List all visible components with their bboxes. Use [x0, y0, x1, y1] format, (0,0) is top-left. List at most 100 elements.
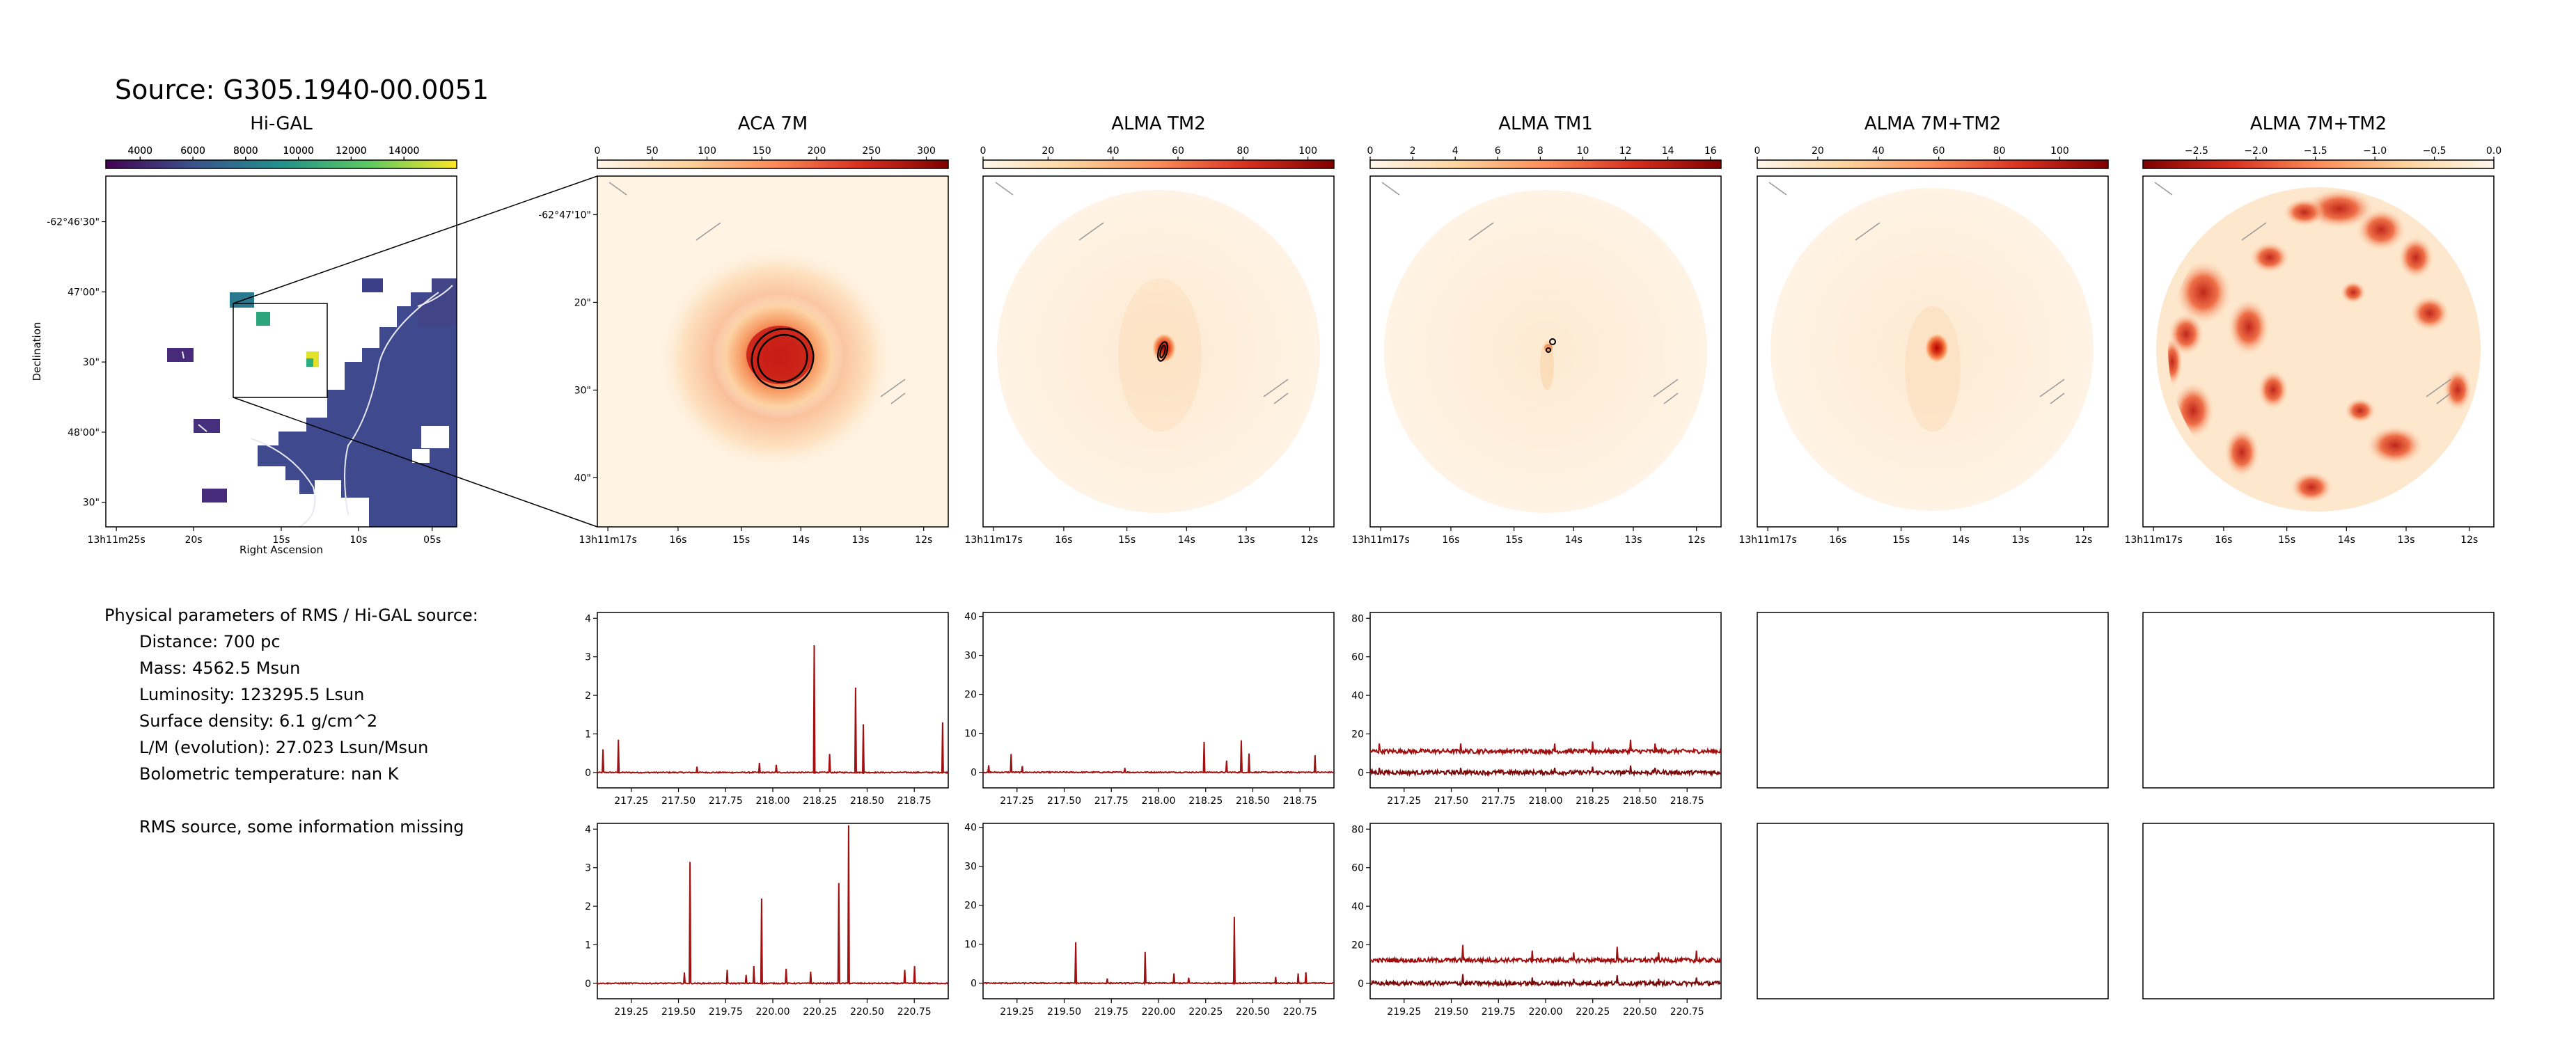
combined-hatch: [2039, 379, 2065, 397]
spectrum-x-tick-label: 219.25: [1000, 1006, 1034, 1018]
spectrum-y-tick-label: 60: [1351, 863, 1364, 874]
colorbar: [2142, 159, 2495, 169]
colorbar-tick-label: 14: [1662, 145, 1674, 157]
map-x-tick-label: 16s: [1442, 535, 1459, 546]
colorbar-tick-label: 100: [1298, 145, 1317, 157]
spectrum-x-tick-label: 217.50: [1434, 796, 1468, 807]
map-y-tick-label: 40": [574, 473, 591, 484]
map-x-tick-label: 12s: [2460, 535, 2478, 546]
spectrum-y-tick-label: 0: [1358, 768, 1364, 779]
spectrum-line: [597, 825, 949, 986]
spectrum-x-tick-label: 220.00: [1142, 1006, 1176, 1018]
spectrum-y-tick-label: 3: [585, 863, 591, 874]
spectrum-axes: [982, 612, 1335, 789]
spectrum-y-tick-label: 10: [964, 729, 977, 740]
higal-xlabel: Right Ascension: [239, 544, 323, 556]
colorbar-tick-label: 0: [980, 145, 987, 157]
negative-hatch: [2426, 379, 2451, 397]
map-x-tick-label: 12s: [1688, 535, 1705, 546]
colorbar-tick-label: 10000: [283, 145, 314, 157]
map-axes-frame: [982, 175, 1335, 528]
colorbar-tick-label: 0: [1754, 145, 1761, 157]
tm2-beam-mark: [995, 182, 1014, 196]
colorbar-tick-label: −1.5: [2304, 145, 2327, 157]
map-x-tick-label: 15s: [1505, 535, 1523, 546]
spectrum-x-tick-label: 220.75: [897, 1006, 932, 1018]
spectrum-y-tick-label: 2: [585, 901, 591, 912]
map-axes-frame: [1757, 175, 2109, 528]
spectrum-x-tick-label: 218.25: [1576, 796, 1610, 807]
colorbar-tick-label: 2: [1410, 145, 1416, 157]
spectrum-axes: [597, 823, 949, 999]
spectrum-y-tick-label: 40: [1351, 690, 1364, 702]
map-x-tick-label: 13h11m17s: [579, 535, 636, 546]
map-x-tick-label: 16s: [669, 535, 686, 546]
info-distance: Distance: 700 pc: [139, 632, 281, 651]
colorbar-tick-label: 8000: [233, 145, 258, 157]
spectrum-axes: [1369, 823, 1722, 999]
spectrum-y-tick-label: 0: [585, 768, 591, 779]
spectrum-x-tick-label: 220.50: [850, 1006, 884, 1018]
tm1-contour: [1546, 347, 1551, 353]
map-x-tick-label: 13h11m17s: [1351, 535, 1409, 546]
spectrum-line: [1369, 974, 1722, 988]
spectrum-y-tick-label: 80: [1351, 824, 1364, 835]
higal-panel: 4000 6000 8000 10000 12000 14000 Right A: [31, 145, 457, 556]
info-surface-density: Surface density: 6.1 g/cm^2: [139, 711, 378, 731]
map-x-tick-label: 13s: [851, 535, 869, 546]
map-x-tick-label: 13s: [2011, 535, 2029, 546]
colorbar-tick-label: 40: [1872, 145, 1885, 157]
map-x-tick-label: 12s: [1301, 535, 1318, 546]
info-mass: Mass: 4562.5 Msun: [139, 658, 301, 678]
colorbar-tick-label: −2.5: [2185, 145, 2208, 157]
spectrum-axes: [597, 612, 949, 789]
map-x-tick-label: 14s: [1178, 535, 1195, 546]
colorbar-tick-label: −2.0: [2244, 145, 2268, 157]
panel-title: Hi-GAL: [250, 113, 313, 134]
colorbar: [597, 159, 949, 169]
higal-colorbar-ticks: 4000 6000 8000 10000 12000 14000: [127, 145, 419, 160]
spectrum-y-tick-label: 40: [964, 823, 977, 834]
tm1-panel: [1370, 176, 1721, 527]
zoom-connector-bottom: [233, 397, 598, 528]
spectrum-x-tick-label: 220.25: [1576, 1006, 1610, 1018]
tm1-beam-mark: [1381, 182, 1400, 196]
spectrum-x-tick-label: 218.50: [850, 796, 884, 807]
panel-title: ALMA 7M+TM2: [2250, 113, 2387, 134]
spectrum-y-tick-label: 1: [585, 940, 591, 951]
spectrum-x-tick-label: 220.50: [1623, 1006, 1657, 1018]
colorbar-tick-label: 100: [2050, 145, 2069, 157]
spectrum-x-tick-label: 217.75: [1482, 796, 1516, 807]
negative-beam-mark: [2154, 182, 2173, 196]
spectrum-x-tick-label: 217.50: [661, 796, 696, 807]
spectrum-x-tick-label: 219.75: [1094, 1006, 1129, 1018]
colorbar: [982, 159, 1335, 169]
colorbar-tick-label: 0: [595, 145, 601, 157]
map-y-tick-label: -62°47'10": [538, 209, 591, 221]
spectrum-y-tick-label: 2: [585, 690, 591, 702]
spectrum-y-tick-label: 3: [585, 652, 591, 663]
map-x-tick-label: 13h11m25s: [87, 535, 145, 546]
colorbar-tick-label: −0.5: [2423, 145, 2447, 157]
colorbar: [1757, 159, 2109, 169]
map-x-tick-label: 13h11m17s: [964, 535, 1022, 546]
spectrum-y-tick-label: 1: [585, 729, 591, 740]
map-axes-frame: [597, 175, 949, 528]
colorbar-tick-label: 60: [1172, 145, 1184, 157]
spectrum-x-tick-label: 218.75: [1670, 796, 1704, 807]
map-y-tick-label: 30": [83, 357, 100, 368]
spectrum-x-tick-label: 217.25: [614, 796, 648, 807]
info-heading: Physical parameters of RMS / Hi-GAL sour…: [104, 606, 478, 625]
spectrum-x-tick-label: 218.25: [1188, 796, 1223, 807]
spectrum-x-tick-label: 219.50: [661, 1006, 696, 1018]
tm2-hatch: [1078, 222, 1104, 241]
map-x-tick-label: 15s: [1118, 535, 1136, 546]
spectrum-x-tick-label: 217.50: [1047, 796, 1081, 807]
aca7m-hatch: [696, 222, 721, 241]
map-x-tick-label: 14s: [2338, 535, 2355, 546]
spectrum-y-tick-label: 80: [1351, 613, 1364, 624]
empty-spectrum-axes: [2142, 612, 2495, 789]
spectrum-x-tick-label: 217.75: [1094, 796, 1129, 807]
